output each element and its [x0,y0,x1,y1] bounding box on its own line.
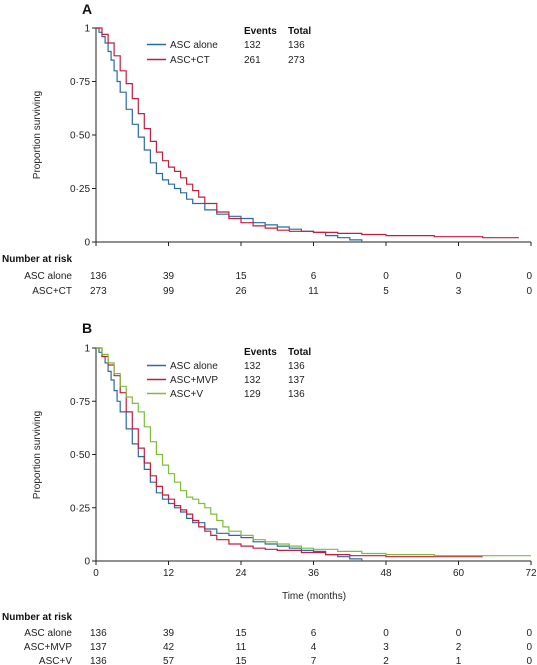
panel-a-y-tick-label: 0·50 [70,131,90,142]
panel-b-x-tick-label: 60 [453,568,465,579]
panel-a-letter: A [82,1,92,17]
panel-a-risk-row-label: ASC alone [24,271,72,282]
panel-b-x-axis-label: Time (months) [282,591,346,602]
panel-b-risk-value: 136 [90,656,107,665]
panel-b-events-header: Events [244,347,277,358]
panel-b-x-tick-label: 36 [308,568,320,579]
panel-b-risk-value: 11 [236,642,247,653]
panel-b-risk-value: 1 [456,656,462,665]
panel-b-legend-events: 132 [244,361,261,372]
panel-a-risk-value: 0 [383,271,389,282]
panel-b-y-tick-label: 0·50 [70,450,90,461]
panel-b-legend-label: ASC+MVP [170,375,218,386]
panel-a-risk-value: 39 [163,271,175,282]
panel-b-risk-value: 2 [456,642,462,653]
panel-b-risk-value: 0 [526,642,532,653]
panel-b-risk-value: 0 [526,656,532,665]
panel-b-risk-value: 2 [383,656,389,665]
panel-b-legend-total: 137 [288,375,305,386]
panel-a-risk-value: 0 [526,271,532,282]
panel-b-legend-label: ASC alone [170,361,218,372]
panel-b-y-axis-label: Proportion surviving [32,411,43,499]
panel-a-risk-value: 136 [90,271,107,282]
panel-b-risk-value: 137 [90,642,107,653]
panel-b-series-line-asc-mvp [96,347,483,558]
panel-a: A Proportion surviving Events Total Numb… [2,1,532,297]
panel-b-y-tick-label: 0·75 [70,397,90,408]
panel-a-y-axis-label: Proportion surviving [32,91,43,179]
panel-b-risk-value: 39 [163,628,175,639]
panel-a-risk-value: 3 [456,286,462,297]
panel-b-legend-total: 136 [288,361,305,372]
panel-b-risk-value: 0 [526,628,532,639]
panel-a-y-tick-label: 0·75 [70,77,90,88]
panel-b-x-tick-label: 48 [380,568,392,579]
panel-b-risk-value: 15 [235,656,247,665]
panel-a-legend-events: 261 [244,55,261,66]
panel-a-series-line-asc-ct [96,27,519,239]
panel-a-risk-value: 99 [163,286,175,297]
panel-b-x-tick-label: 0 [93,568,99,579]
panel-b-risk-value: 0 [383,628,389,639]
panel-a-y-tick-label: 0·25 [70,184,90,195]
panel-b-risk-value: 6 [311,628,317,639]
panel-a-legend-events: 132 [244,40,261,51]
panel-a-risk-value: 11 [308,286,319,297]
panel-a-risk-value: 0 [456,271,462,282]
panel-a-events-header: Events [244,26,277,37]
panel-b: B Proportion surviving Time (months) Eve… [2,320,537,665]
panel-b-risk-value: 136 [90,628,107,639]
panel-a-risk-value: 0 [526,286,532,297]
panel-b-legend-events: 132 [244,375,261,386]
panel-b-x-tick-label: 24 [235,568,247,579]
panel-a-legend-label: ASC+CT [170,55,210,66]
panel-b-legend-label: ASC+V [170,389,203,400]
panel-a-risk-value: 26 [235,286,247,297]
panel-b-risk-row-label: ASC+MVP [24,642,72,653]
panel-b-risk-value: 0 [456,628,462,639]
panel-b-series-line-asc-alone [96,347,363,561]
panel-a-risk-value: 5 [383,286,389,297]
panel-a-y-tick-label: 1 [84,24,90,35]
panel-b-risk-value: 3 [383,642,389,653]
panel-b-legend-events: 129 [244,389,261,400]
panel-b-x-tick-label: 12 [163,568,175,579]
panel-b-y-tick-label: 0·25 [70,503,90,514]
panel-a-risk-row-label: ASC+CT [32,286,72,297]
panel-b-risk-row-label: ASC+V [39,656,72,665]
panel-b-risk-row-label: ASC alone [24,628,72,639]
panel-a-risk-value: 273 [90,286,107,297]
panel-b-risk-value: 42 [163,642,175,653]
panel-b-risk-value: 15 [235,628,247,639]
panel-a-series-line-asc-alone [96,27,363,242]
panel-b-x-tick-label: 72 [525,568,537,579]
panel-a-legend-label: ASC alone [170,40,218,51]
panel-a-legend-total: 273 [288,55,305,66]
panel-a-risk-value: 15 [235,271,247,282]
panel-a-y-tick-label: 0 [84,238,90,249]
panel-b-risk-value: 57 [163,656,175,665]
panel-b-series-line-asc-v [96,347,531,557]
panel-a-risk-header: Number at risk [2,254,72,265]
panel-b-total-header: Total [288,347,311,358]
panel-a-total-header: Total [288,26,311,37]
panel-b-risk-value: 7 [311,656,317,665]
panel-a-legend-total: 136 [288,40,305,51]
panel-b-y-tick-label: 1 [84,344,90,355]
panel-b-risk-value: 4 [311,642,317,653]
panel-b-letter: B [82,320,92,336]
panel-b-legend-total: 136 [288,389,305,400]
panel-b-y-tick-label: 0 [84,557,90,568]
panel-a-risk-value: 6 [311,271,317,282]
panel-b-risk-header: Number at risk [2,612,72,623]
